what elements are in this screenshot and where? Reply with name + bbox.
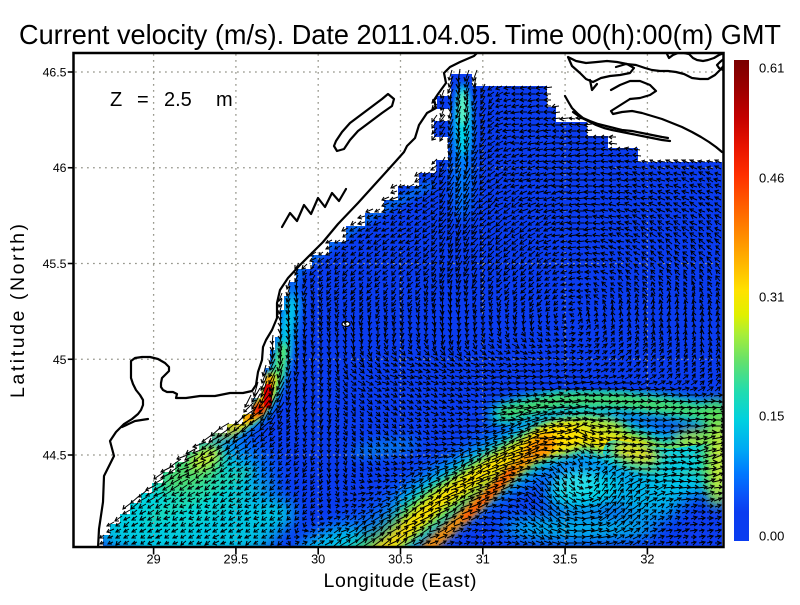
svg-text:Latitude (North): Latitude (North) <box>7 224 29 398</box>
svg-text:30.5: 30.5 <box>388 553 413 567</box>
svg-text:0.31: 0.31 <box>759 290 784 305</box>
svg-text:30: 30 <box>311 553 325 567</box>
svg-text:0.61: 0.61 <box>759 61 784 76</box>
svg-text:45: 45 <box>53 353 67 367</box>
svg-text:29: 29 <box>147 553 161 567</box>
svg-text:0.15: 0.15 <box>759 409 784 424</box>
svg-text:45.5: 45.5 <box>43 257 67 271</box>
svg-text:32: 32 <box>640 553 654 567</box>
svg-text:0.46: 0.46 <box>759 171 784 186</box>
svg-text:31: 31 <box>476 553 490 567</box>
svg-text:29.5: 29.5 <box>224 553 249 567</box>
svg-text:0.00: 0.00 <box>759 529 784 544</box>
svg-text:46.5: 46.5 <box>43 66 67 80</box>
svg-text:Longitude (East): Longitude (East) <box>324 570 477 592</box>
svg-text:Z=2.5m: Z = 2.5 m <box>110 89 233 111</box>
svg-text:46: 46 <box>53 161 67 175</box>
svg-text:31.5: 31.5 <box>553 553 578 567</box>
svg-text:44.5: 44.5 <box>43 449 67 463</box>
svg-text:Current velocity (m/s). Date 2: Current velocity (m/s). Date 2011.04.05.… <box>19 19 781 50</box>
